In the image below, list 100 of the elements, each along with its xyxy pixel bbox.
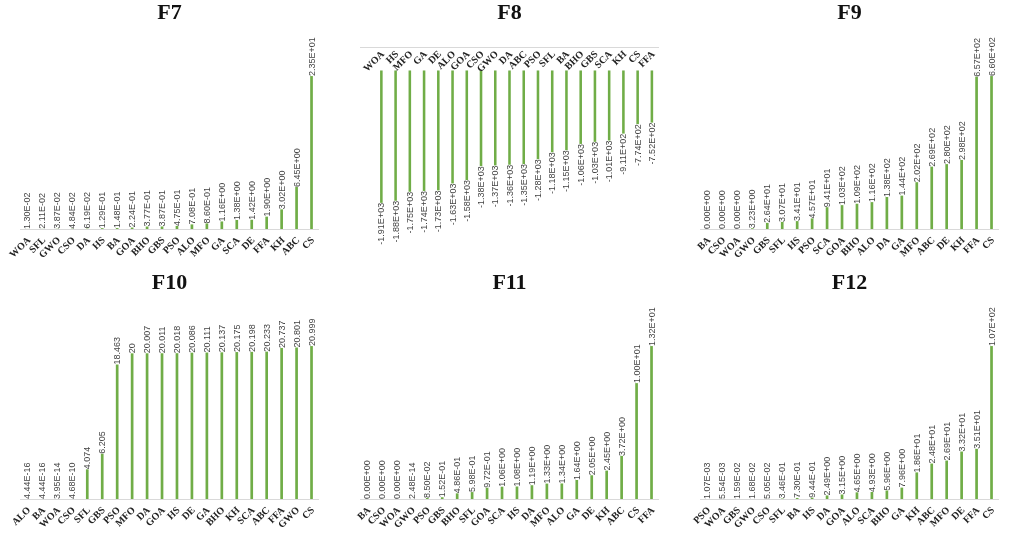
bar [265, 216, 269, 229]
bar [265, 351, 269, 499]
data-label: -1.18E+03 [547, 152, 558, 195]
bar [280, 347, 283, 499]
data-label: 5.96E+00 [881, 451, 892, 491]
data-label: 3.72E+00 [616, 417, 627, 456]
data-label: 3.02E+00 [276, 170, 287, 210]
data-label: 4.84E-02 [67, 192, 78, 229]
data-label: 0.00E+00 [377, 460, 388, 499]
data-label: 3.32E+01 [956, 412, 967, 452]
data-label: 1.03E+02 [837, 166, 848, 206]
bar [295, 347, 298, 499]
data-label: 0.00E+00 [732, 190, 743, 229]
data-label: 4.75E-01 [171, 189, 182, 226]
data-label: 2.64E+01 [762, 184, 773, 223]
data-label: 1.59E-02 [732, 462, 743, 499]
chart-title: F9 [837, 0, 862, 25]
data-label: 1.07E+02 [986, 307, 997, 347]
x-tick-label: CS [979, 503, 997, 521]
data-label: 1.86E+01 [911, 433, 922, 473]
data-label: 0.00E+00 [717, 190, 728, 229]
data-label: -1.03E+03 [589, 141, 600, 184]
bar [220, 352, 224, 499]
data-label: 0.00E+00 [392, 460, 403, 499]
data-label: 1.68E-02 [747, 462, 758, 499]
data-label: -1.75E+03 [404, 191, 415, 234]
chart-title: F12 [831, 269, 868, 295]
data-label: 20.233 [261, 324, 272, 352]
data-label: -1.06E+03 [575, 143, 586, 186]
data-label: 2.48E+01 [926, 424, 937, 464]
data-label: -1.38E+03 [476, 166, 487, 208]
bar [310, 76, 313, 229]
x-tick-label: CS [299, 233, 317, 251]
bar [780, 221, 784, 229]
bar [590, 475, 594, 499]
data-label: 3.23E+00 [747, 189, 758, 229]
bar [115, 364, 119, 499]
data-label: 1.32E+01 [646, 307, 657, 347]
data-label: 4.93E+00 [866, 453, 877, 492]
data-label: 4.074 [82, 446, 93, 470]
data-label: 1.06E+00 [497, 447, 508, 487]
bar [100, 453, 104, 499]
data-label: 2.69E+01 [941, 421, 952, 461]
x-tick-label: CS [979, 233, 997, 251]
data-label: 20.999 [306, 318, 317, 347]
data-label: 7.96E+00 [896, 448, 907, 488]
data-label: 1.30E-02 [22, 192, 33, 229]
data-label: 3.51E+01 [971, 410, 982, 449]
bar [930, 463, 934, 499]
data-label: 3.07E+01 [777, 183, 788, 222]
bar [990, 346, 993, 499]
data-label: -1.88E+03 [390, 200, 401, 243]
data-label: 2.45E+00 [601, 431, 612, 471]
bar [295, 187, 298, 229]
bar [605, 470, 609, 499]
data-label: 20.801 [291, 319, 302, 348]
bar [620, 455, 623, 499]
data-label: 1.64E+00 [571, 441, 582, 480]
bar [900, 487, 904, 499]
bar [765, 222, 769, 229]
data-label: 1.38E+02 [881, 158, 892, 198]
bar [280, 209, 283, 229]
data-label: 2.24E-01 [127, 191, 138, 228]
data-label: 8.50E-02 [422, 461, 433, 499]
data-label: 7.30E-01 [792, 461, 803, 498]
data-label: 6.57E+02 [971, 37, 982, 77]
bar [235, 220, 239, 229]
data-label: -1.01E+03 [604, 140, 615, 183]
bar [930, 166, 934, 229]
data-label: -1.74E+03 [419, 191, 430, 233]
bar [975, 76, 978, 229]
data-label: -1.37E+03 [490, 165, 501, 208]
data-label: 3.15E+00 [837, 455, 848, 495]
data-label: 3.87E-02 [52, 192, 63, 229]
data-label: 2.35E+01 [306, 37, 317, 77]
data-label: 8.60E-01 [201, 186, 212, 224]
data-label: -7.52E+02 [646, 122, 657, 165]
data-label: 7.08E-01 [186, 187, 197, 225]
x-tick-label: CS [299, 503, 317, 521]
data-label: 1.08E+00 [511, 447, 522, 487]
data-label: -1.63E+03 [447, 183, 458, 226]
data-label: 3.77E-01 [142, 190, 153, 227]
bar [235, 352, 239, 499]
data-label: -1.35E+03 [518, 164, 529, 206]
data-label: 2.98E+02 [956, 121, 967, 160]
data-label: -1.15E+03 [561, 150, 572, 192]
bar [900, 195, 904, 229]
data-label: 1.34E+00 [556, 444, 567, 484]
x-tick-label: BA [784, 503, 803, 522]
data-label: 20.111 [201, 326, 212, 353]
data-label: 20.137 [216, 324, 227, 353]
chart-title: F11 [492, 269, 527, 295]
data-label: 5.54E-03 [717, 462, 728, 499]
data-label: 2.69E+02 [926, 127, 937, 167]
data-label: 4.68E-10 [67, 462, 78, 499]
data-label: 9.72E-01 [482, 451, 493, 488]
data-label: 18.463 [112, 336, 123, 365]
data-label: 1.44E+02 [896, 156, 907, 196]
data-label: 1.09E+02 [851, 164, 862, 204]
data-label: 4.44E-16 [37, 462, 48, 499]
